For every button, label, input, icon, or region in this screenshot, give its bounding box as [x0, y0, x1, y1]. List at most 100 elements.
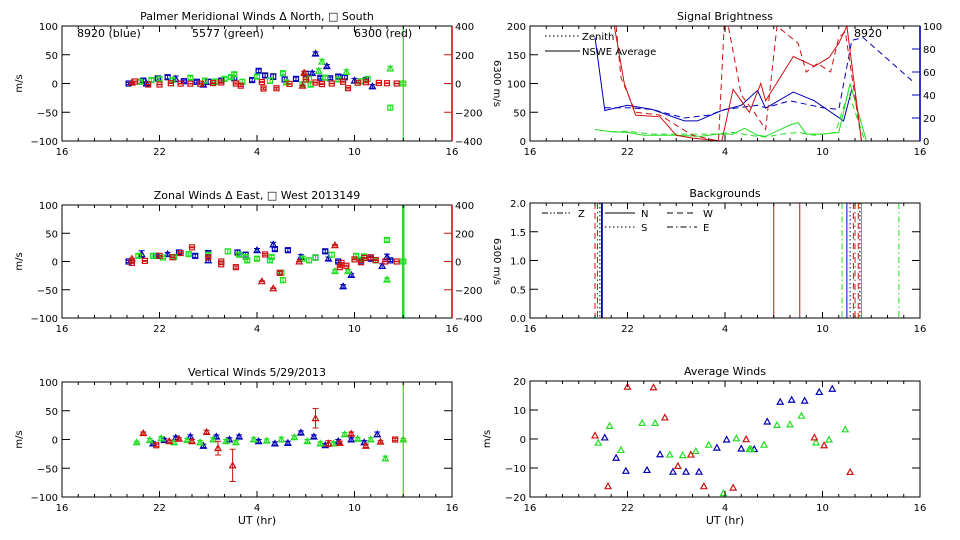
data-point: [772, 420, 782, 429]
triangle-marker: [342, 67, 351, 75]
y-axis-label: m/s: [482, 430, 493, 448]
triangle-marker: [170, 438, 179, 446]
data-point: [828, 384, 837, 392]
square-marker: [232, 264, 239, 271]
data-point: [169, 76, 176, 84]
data-point: [317, 57, 327, 65]
y-tick-label: 10: [513, 406, 526, 417]
data-point: [759, 440, 769, 448]
data-point: [266, 77, 274, 84]
y-tick-label: 100: [39, 22, 58, 33]
triangle-marker: [252, 245, 262, 254]
data-point: [262, 72, 269, 79]
data-point: [347, 429, 356, 437]
data-point: [231, 71, 238, 78]
triangle-marker: [212, 432, 221, 440]
y-tick-label: 0.5: [510, 285, 526, 296]
y-tick-label: 2.0: [510, 199, 526, 210]
y2-tick-label: 60: [923, 68, 936, 79]
square-marker: [393, 258, 400, 265]
data-point: [336, 264, 343, 271]
triangle-marker: [824, 435, 834, 443]
data-point: [309, 432, 318, 440]
y2-tick-label: −400: [455, 314, 482, 325]
triangle-marker: [132, 438, 141, 446]
square-marker: [255, 67, 262, 74]
triangle-marker: [605, 421, 614, 429]
data-point: [145, 81, 152, 88]
data-point: [686, 450, 695, 458]
triangle-marker: [686, 450, 695, 458]
square-marker: [335, 258, 342, 265]
x-tick-label: 4: [722, 147, 728, 158]
square-marker: [169, 254, 176, 261]
triangle-marker: [742, 435, 751, 443]
data-point: [354, 79, 361, 86]
data-point: [127, 254, 136, 262]
triangle-marker: [127, 254, 136, 262]
triangle-marker: [174, 434, 184, 442]
plot-frame: [529, 202, 921, 319]
triangle-marker: [699, 482, 708, 490]
panel-average: Average Winds 16 22 4 10 16 UT (hr) −20 −10 0 10 20…: [482, 365, 926, 527]
legend-label: W: [703, 209, 713, 220]
y-axis-label: m/s: [14, 430, 25, 448]
data-point: [361, 254, 368, 262]
data-point: [145, 435, 154, 444]
y2-tick-label: −400: [455, 137, 482, 148]
triangle-marker: [381, 454, 390, 462]
square-marker: [305, 257, 313, 264]
data-point: [616, 445, 626, 454]
data-point: [196, 438, 205, 446]
data-point: [638, 418, 647, 427]
data-point: [382, 275, 392, 283]
square-marker: [344, 85, 352, 92]
data-point: [729, 483, 738, 491]
data-point: [386, 64, 395, 72]
triangle-marker: [308, 68, 317, 77]
triangle-marker: [317, 57, 327, 65]
triangle-marker: [729, 483, 738, 491]
data-point: [824, 435, 834, 443]
data-point: [202, 427, 211, 436]
triangle-marker: [322, 62, 331, 70]
legend-label: E: [703, 223, 709, 234]
triangle-marker: [800, 396, 809, 404]
data-point: [392, 436, 399, 443]
triangle-marker: [811, 438, 821, 446]
square-marker: [266, 257, 274, 264]
triangle-marker: [311, 413, 320, 422]
x-tick-label: 16: [914, 324, 927, 335]
triangle-marker: [368, 82, 377, 90]
data-point: [376, 437, 385, 445]
data-point: [187, 80, 194, 87]
triangle-marker: [324, 254, 333, 262]
data-point: [787, 395, 796, 403]
data-point: [340, 430, 349, 438]
triangle-marker: [183, 435, 192, 444]
data-layer: [125, 205, 407, 318]
data-point: [381, 454, 390, 462]
data-point: [205, 78, 212, 85]
x-tick-label: 16: [914, 147, 927, 158]
square-marker: [387, 104, 394, 111]
data-point: [312, 254, 319, 261]
data-point: [128, 259, 135, 267]
data-layer: [125, 26, 407, 141]
data-point: [237, 82, 244, 89]
y-tick-label: 1.0: [510, 257, 526, 268]
triangle-marker: [655, 450, 665, 458]
y2-tick-label: 40: [923, 91, 936, 102]
square-marker: [283, 79, 290, 86]
square-marker: [353, 252, 360, 259]
square-marker: [328, 80, 335, 87]
data-point: [600, 433, 609, 441]
y2-tick-label: 20: [923, 114, 936, 125]
triangle-marker: [678, 451, 687, 459]
triangle-marker: [704, 440, 713, 448]
data-point: [177, 249, 184, 257]
data-point: [362, 79, 369, 86]
data-point: [342, 67, 351, 75]
data-point: [252, 245, 262, 254]
data-point: [192, 252, 199, 259]
